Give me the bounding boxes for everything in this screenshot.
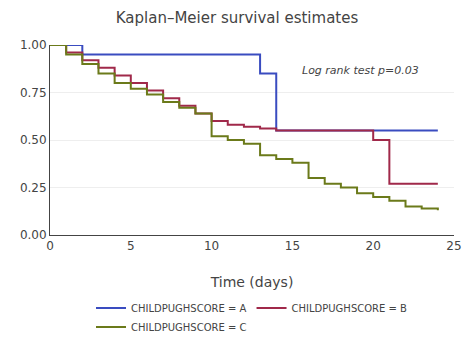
svg-text:0.50: 0.50 bbox=[20, 133, 47, 147]
svg-text:1.00: 1.00 bbox=[20, 38, 47, 52]
svg-text:0: 0 bbox=[46, 239, 54, 253]
svg-text:CHILDPUGHSCORE = C: CHILDPUGHSCORE = C bbox=[131, 322, 247, 333]
svg-text:25: 25 bbox=[446, 239, 461, 253]
svg-text:15: 15 bbox=[285, 239, 300, 253]
svg-text:Kaplan–Meier survival estimate: Kaplan–Meier survival estimates bbox=[116, 9, 359, 27]
svg-text:0.75: 0.75 bbox=[20, 86, 47, 100]
svg-text:Time (days): Time (days) bbox=[210, 274, 294, 290]
svg-text:5: 5 bbox=[127, 239, 135, 253]
svg-text:20: 20 bbox=[366, 239, 381, 253]
svg-text:Log rank test p=0.03: Log rank test p=0.03 bbox=[302, 64, 419, 77]
svg-text:CHILDPUGHSCORE = A: CHILDPUGHSCORE = A bbox=[131, 303, 247, 314]
svg-text:0.25: 0.25 bbox=[20, 181, 47, 195]
svg-text:10: 10 bbox=[204, 239, 219, 253]
svg-text:0.00: 0.00 bbox=[20, 228, 47, 242]
svg-text:CHILDPUGHSCORE = B: CHILDPUGHSCORE = B bbox=[292, 303, 408, 314]
